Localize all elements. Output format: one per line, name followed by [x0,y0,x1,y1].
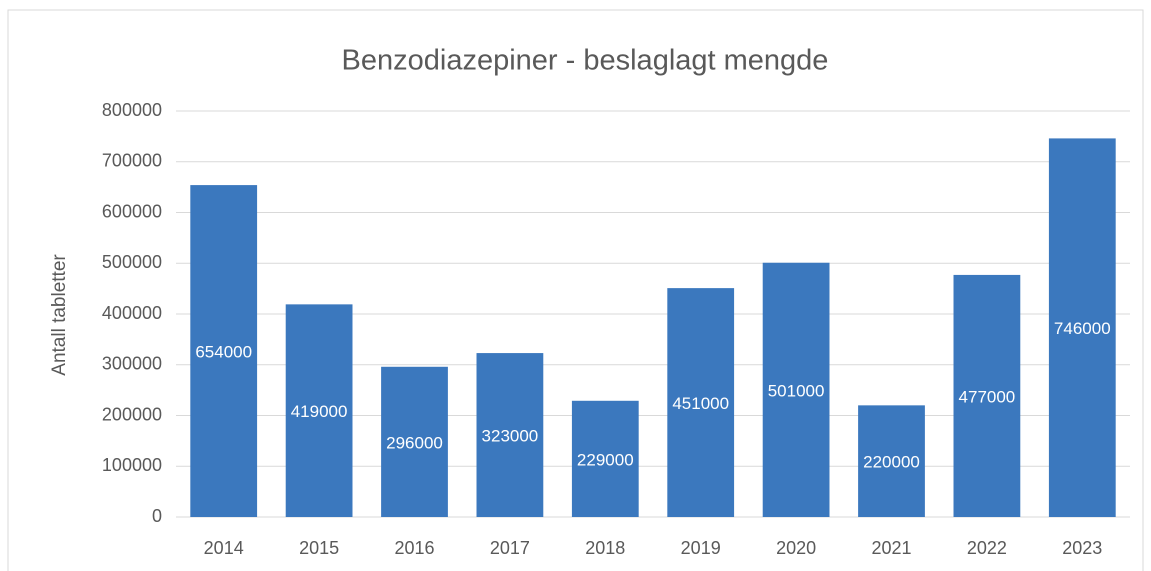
bar [285,304,353,517]
x-tick-label: 2017 [490,538,530,558]
x-tick-label: 2020 [776,538,816,558]
bar [571,400,639,517]
data-label: 220000 [863,453,920,472]
bar [762,262,830,517]
x-tick-label: 2023 [1062,538,1102,558]
x-tick-label: 2022 [967,538,1007,558]
y-tick-label: 200000 [102,404,162,424]
data-label: 654000 [195,343,252,362]
x-tick-label: 2018 [585,538,625,558]
y-tick-label: 800000 [102,100,162,120]
data-label: 477000 [959,387,1016,406]
data-label: 229000 [577,450,634,469]
y-tick-label: 400000 [102,303,162,323]
bar [1048,138,1116,517]
y-tick-label: 0 [152,506,162,526]
data-label: 323000 [482,427,539,446]
y-tick-label: 600000 [102,201,162,221]
bar [667,288,735,517]
chart-frame [7,9,1144,571]
x-tick-label: 2015 [299,538,339,558]
bar [858,405,925,517]
y-tick-label: 300000 [102,354,162,374]
bar [476,353,544,517]
x-tick-label: 2021 [871,538,911,558]
bar [953,274,1021,517]
y-axis-label: Antall tabletter [49,254,70,376]
data-label: 746000 [1054,319,1111,338]
y-tick-label: 500000 [102,252,162,272]
x-tick-label: 2019 [681,538,721,558]
x-tick-label: 2016 [394,538,434,558]
data-label: 296000 [386,433,443,452]
data-label: 419000 [291,402,348,421]
data-label: 501000 [768,381,825,400]
chart-title: Benzodiazepiner - beslaglagt mengde [342,45,829,77]
y-tick-label: 700000 [102,151,162,171]
bar [190,185,258,517]
x-tick-label: 2014 [204,538,244,558]
data-label: 451000 [672,394,729,413]
bar [381,366,448,517]
y-tick-label: 100000 [102,455,162,475]
